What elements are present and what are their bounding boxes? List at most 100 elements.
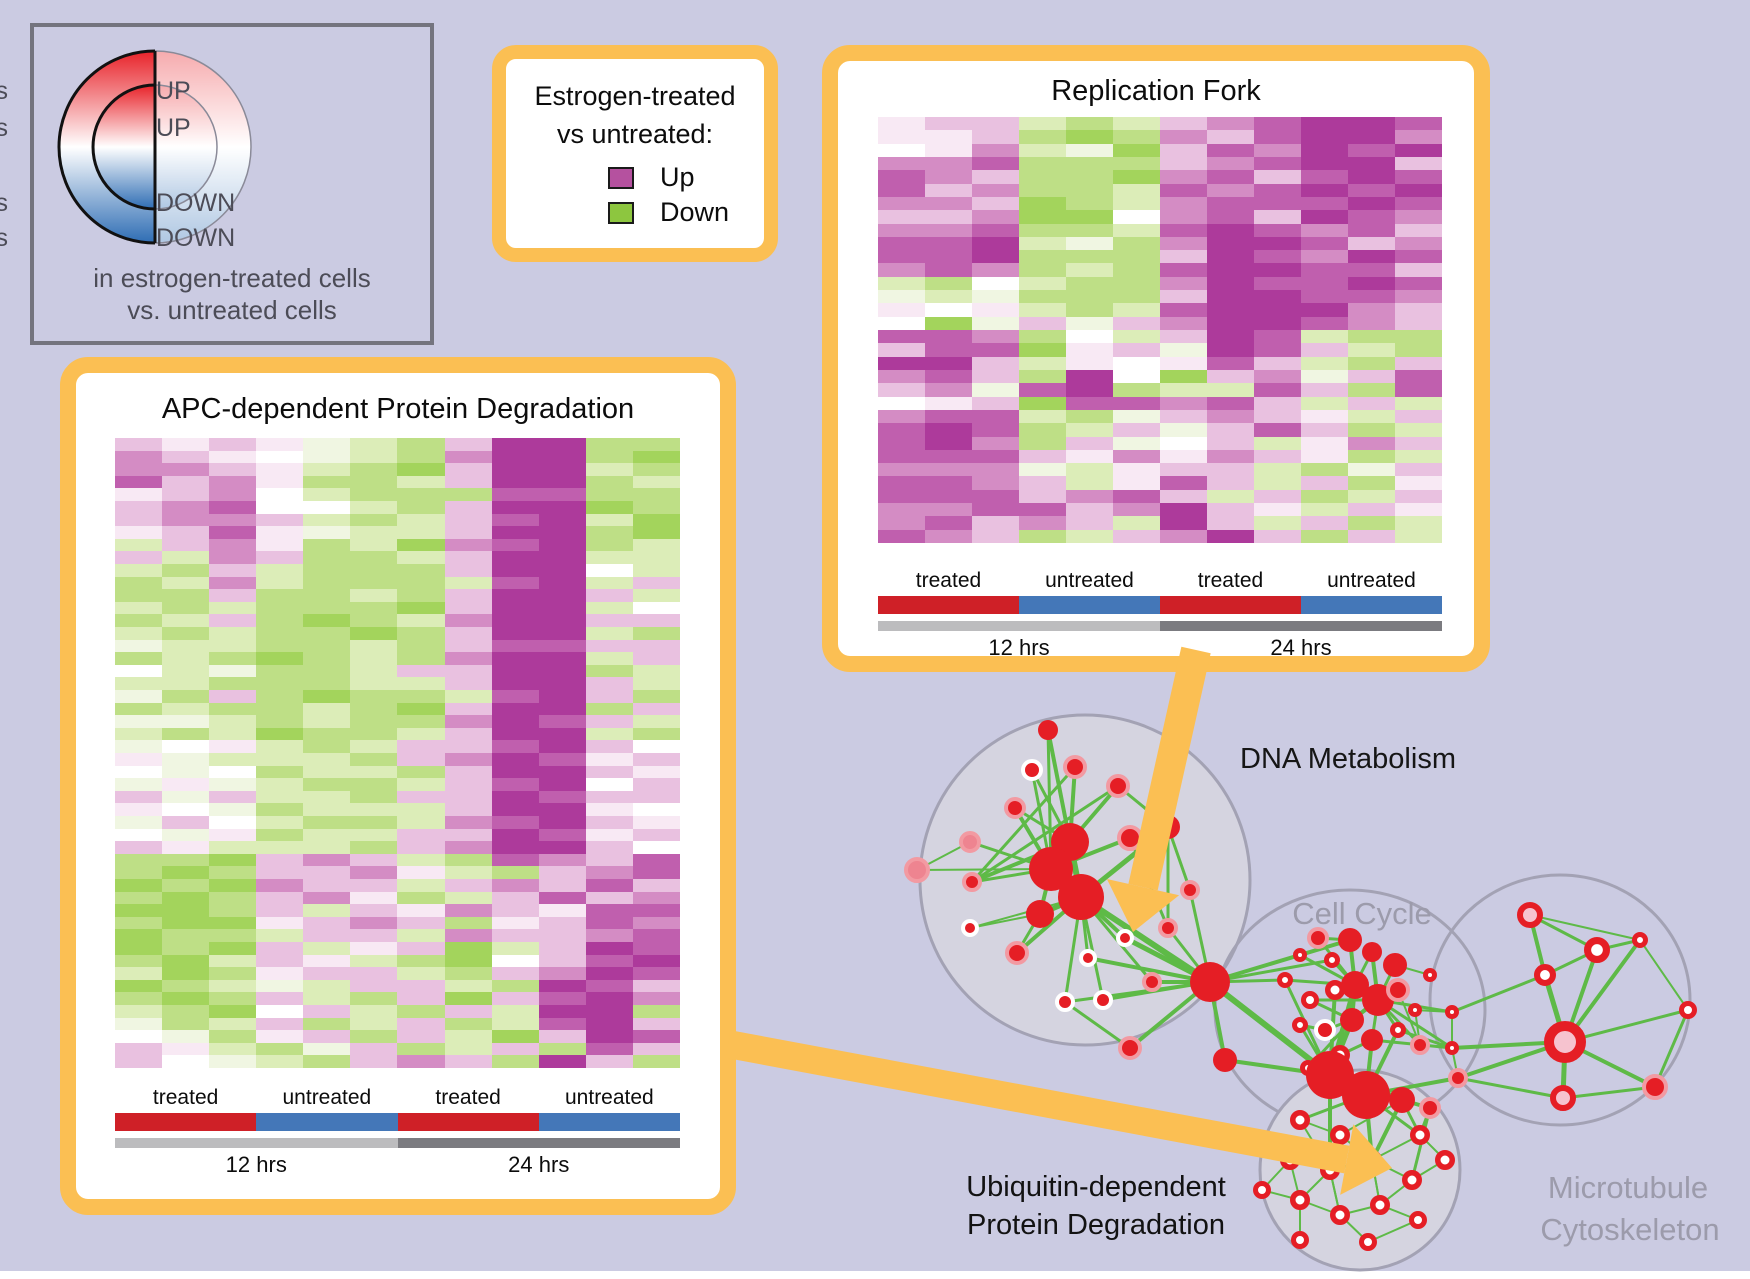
heatmap-cell (256, 891, 304, 905)
heatmap-cell (256, 942, 304, 955)
heatmap-cell (444, 538, 492, 552)
heatmap-cell (1019, 423, 1066, 437)
heatmap-cell (444, 551, 492, 564)
heatmap-cell (303, 916, 351, 930)
heatmap-cell (1019, 436, 1066, 450)
heatmap-cell (925, 516, 972, 530)
heatmap-cell (538, 866, 586, 879)
heatmap-cell (256, 816, 304, 829)
heatmap-cell (1301, 436, 1348, 450)
heatmap-cell (1254, 436, 1301, 450)
heatmap-cell (491, 538, 539, 552)
network-edge (970, 867, 1053, 884)
heatmap-cell (350, 463, 398, 476)
heatmap-cell (162, 1042, 210, 1056)
heatmap-cell (162, 576, 210, 590)
heatmap-cell (303, 891, 351, 905)
heatmap-cell (209, 967, 257, 980)
heatmap-cell (972, 529, 1019, 543)
heatmap-cell (538, 614, 586, 627)
heatmap-cell (209, 803, 257, 816)
network-edge (1370, 1098, 1404, 1162)
heatmap-cell (115, 765, 163, 779)
heatmap-cell (162, 652, 210, 665)
heatmap-cell (538, 601, 586, 615)
heatmap-cell (256, 853, 304, 867)
heatmap-cell (444, 992, 492, 1005)
heatmap-cell (1254, 316, 1301, 330)
heatmap-cell (538, 576, 586, 590)
heatmap-cell (972, 369, 1019, 384)
heatmap-cell (1348, 250, 1395, 264)
heatmap-cell (925, 463, 972, 477)
heatmap-cell (1395, 356, 1442, 370)
heatmap-cell (115, 576, 163, 590)
heatmap-cell (1207, 436, 1254, 450)
heatmap-cell (397, 803, 445, 816)
network-node-solid (1029, 847, 1073, 891)
heatmap-cell (256, 601, 304, 615)
heatmap-cell (350, 488, 398, 501)
heatmap-cell (162, 992, 210, 1005)
heatmap-cell (1207, 369, 1254, 384)
heatmap-cell (632, 601, 680, 615)
wheel-direction-label: UP (156, 114, 191, 142)
heatmap-cell (444, 664, 492, 678)
heatmap-cell (1348, 316, 1395, 330)
heatmap-cell (1160, 290, 1207, 304)
heatmap-cell (350, 639, 398, 653)
heatmap-cell (209, 463, 257, 476)
network-edge (1370, 950, 1380, 1002)
heatmap-cell (1395, 423, 1442, 437)
network-edge (1348, 938, 1357, 987)
heatmap-cell (972, 476, 1019, 490)
network-edge (1370, 998, 1380, 1042)
heatmap-cell (632, 488, 680, 501)
network-edge (1528, 913, 1547, 977)
heatmap-cell (538, 438, 586, 451)
heatmap-cell (538, 564, 586, 577)
heatmap-cell (1348, 343, 1395, 357)
network-edge (1079, 895, 1105, 1002)
heatmap-cell (397, 753, 445, 766)
heatmap-cell (878, 529, 925, 543)
heatmap-cell (1066, 210, 1113, 224)
heatmap-cell (585, 904, 633, 917)
heatmap-cell (444, 803, 492, 816)
heatmap-cell (162, 765, 210, 779)
heatmap-cell (115, 702, 163, 716)
heatmap-cell (632, 664, 680, 678)
heatmap-cell (209, 1005, 257, 1018)
heatmap-cell (1301, 236, 1348, 251)
network-edge (1376, 998, 1454, 1050)
network-edge (1450, 1040, 1567, 1050)
heatmap-cell (491, 463, 539, 476)
heatmap-cell (925, 356, 972, 370)
network-node-ring (1423, 968, 1437, 982)
heatmap-cell (491, 450, 539, 464)
heatmap-cell (972, 196, 1019, 211)
heatmap-cell (1348, 130, 1395, 144)
heatmap-cell (209, 677, 257, 690)
heatmap-cell (1395, 503, 1442, 517)
heatmap-cell (1348, 196, 1395, 211)
replication-fork-panel: Replication Fork treated untreated treated… (822, 45, 1490, 672)
heatmap-cell (1254, 383, 1301, 397)
heatmap-cell (632, 753, 680, 766)
heatmap-cell (303, 778, 351, 791)
network-edge (1653, 1008, 1690, 1089)
heatmap-cell (256, 564, 304, 577)
heatmap-cell (303, 1030, 351, 1043)
heatmap-cell (538, 765, 586, 779)
network-edge (1166, 926, 1212, 984)
heatmap-cell (397, 967, 445, 980)
network-edge (1327, 1072, 1405, 1103)
heatmap-cell (115, 979, 163, 993)
heatmap-cell (1348, 290, 1395, 304)
network-edge (1015, 895, 1083, 955)
network-edge (1529, 914, 1641, 941)
wheel-direction-label: UP (156, 77, 191, 105)
heatmap-cell (303, 967, 351, 980)
heatmap-cell (303, 589, 351, 602)
network-node-halo (1158, 918, 1178, 938)
